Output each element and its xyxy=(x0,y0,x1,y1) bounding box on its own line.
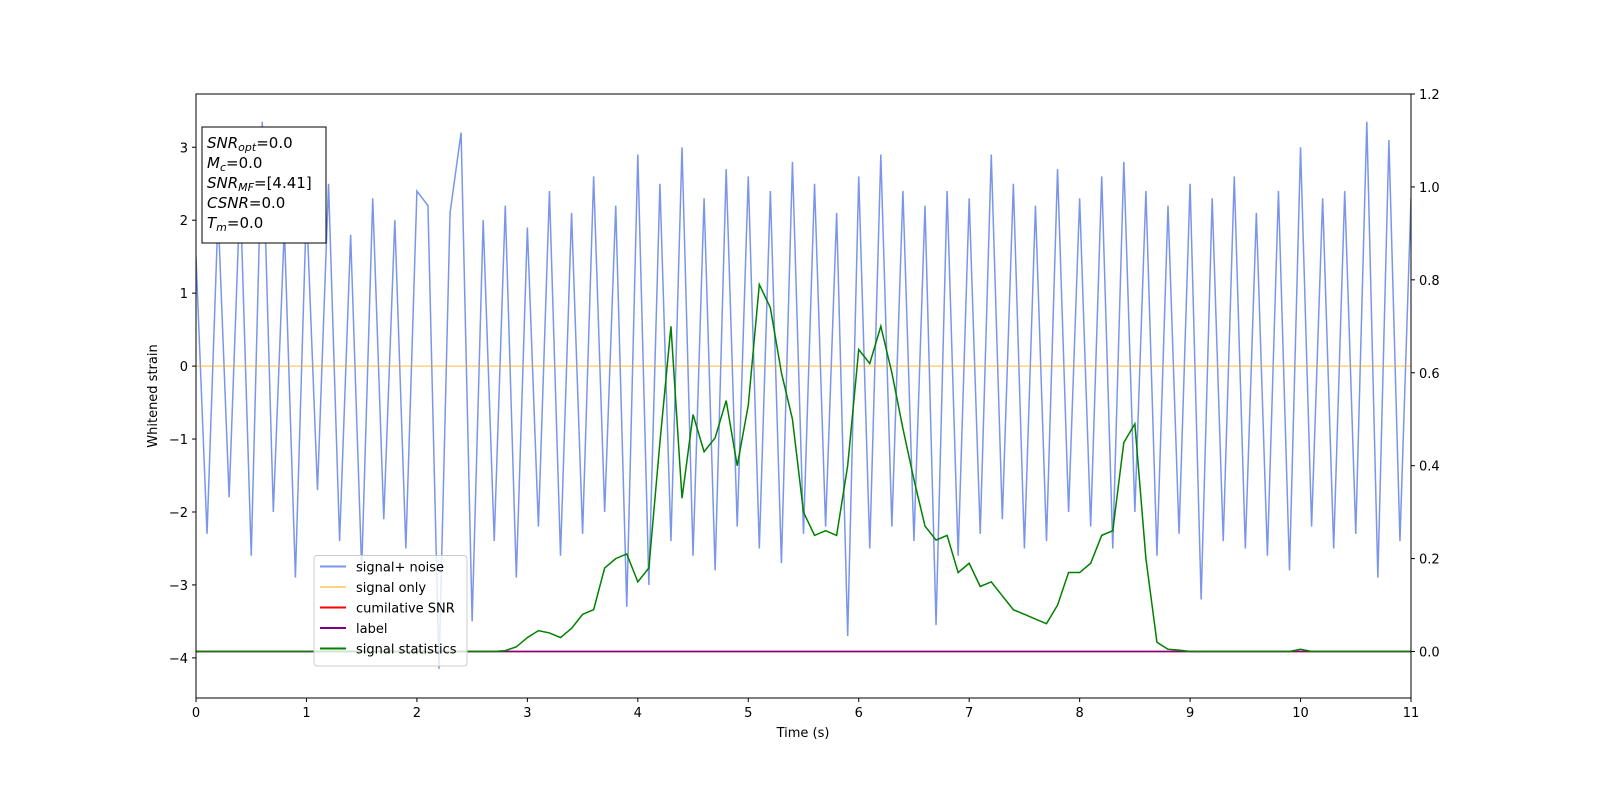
x-tick-label: 4 xyxy=(634,706,642,721)
y-tick-label: −2 xyxy=(169,506,188,521)
y2-tick-label: 0.6 xyxy=(1419,367,1440,382)
annotation-line: Tm=0.0 xyxy=(207,214,263,234)
annotation-main: M xyxy=(207,154,220,172)
plot-frame xyxy=(195,93,1412,699)
annotation-sub: opt xyxy=(238,141,257,154)
x-tick-label: 2 xyxy=(413,706,421,721)
legend-label: cumilative SNR xyxy=(356,602,455,617)
annotation-main: CSNR xyxy=(207,194,249,212)
y2-tick-label: 0.8 xyxy=(1419,274,1440,289)
annotation-sub: MF xyxy=(238,181,254,194)
annotation-rest: =0.0 xyxy=(226,154,262,172)
annotation-rest: =0.0 xyxy=(249,194,285,212)
y2-tick-label: 1.0 xyxy=(1419,181,1440,196)
annotation-sub: m xyxy=(216,221,227,234)
y-tick-label: 1 xyxy=(180,287,188,302)
x-tick-label: 7 xyxy=(965,706,973,721)
y-tick-label: 2 xyxy=(180,214,188,229)
annotation-rest: =0.0 xyxy=(227,214,263,232)
x-tick-label: 1 xyxy=(302,706,310,721)
x-tick-label: 5 xyxy=(744,706,752,721)
legend-label: signal statistics xyxy=(356,643,457,658)
y2-tick-label: 0.0 xyxy=(1419,646,1440,661)
y2-tick-label: 0.2 xyxy=(1419,553,1440,568)
x-tick-label: 6 xyxy=(855,706,863,721)
y-tick-label: −4 xyxy=(169,652,188,667)
x-axis-label: Time (s) xyxy=(776,726,830,741)
legend-label: signal only xyxy=(356,581,426,596)
x-tick-label: 0 xyxy=(192,706,200,721)
annotation-main: T xyxy=(207,214,218,232)
annotation-line: CSNR=0.0 xyxy=(207,194,285,212)
annotation-line: SNRMF=[4.41] xyxy=(207,174,312,194)
annotation-line: SNRopt=0.0 xyxy=(207,134,293,154)
annotation-box xyxy=(201,126,327,244)
x-tick-label: 9 xyxy=(1186,706,1194,721)
legend-label: signal+ noise xyxy=(356,561,444,576)
y-tick-label: 3 xyxy=(180,141,188,156)
x-tick-label: 11 xyxy=(1403,706,1420,721)
legend-label: label xyxy=(356,622,387,637)
series-line xyxy=(196,121,1411,669)
x-tick-label: 8 xyxy=(1075,706,1083,721)
annotation-rest: =[4.41] xyxy=(254,174,312,192)
y-axis-label: Whitened strain xyxy=(146,344,161,447)
y-tick-label: 0 xyxy=(180,360,188,375)
legend-box xyxy=(313,555,468,667)
y2-tick-label: 0.4 xyxy=(1419,460,1440,475)
annotation-line: Mc=0.0 xyxy=(207,154,262,174)
y-tick-label: −1 xyxy=(169,433,188,448)
annotation-main: SNR xyxy=(207,174,238,192)
y-tick-label: −3 xyxy=(169,579,188,594)
y2-tick-label: 1.2 xyxy=(1419,88,1440,103)
annotation-sub: c xyxy=(220,161,226,174)
x-tick-label: 10 xyxy=(1292,706,1309,721)
annotation-rest: =0.0 xyxy=(256,134,292,152)
annotation-main: SNR xyxy=(207,134,238,152)
x-tick-label: 3 xyxy=(523,706,531,721)
